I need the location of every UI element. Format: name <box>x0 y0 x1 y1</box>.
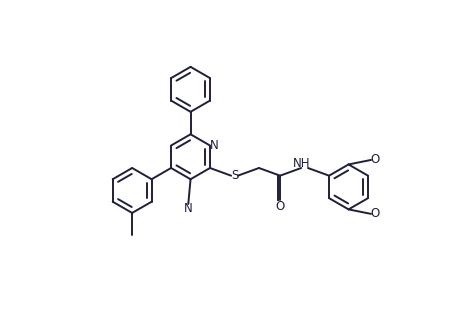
Text: N: N <box>209 139 218 152</box>
Text: O: O <box>275 200 284 213</box>
Text: O: O <box>369 154 379 167</box>
Text: NH: NH <box>292 157 310 170</box>
Text: O: O <box>369 207 379 220</box>
Text: S: S <box>230 169 238 182</box>
Text: N: N <box>183 202 192 215</box>
